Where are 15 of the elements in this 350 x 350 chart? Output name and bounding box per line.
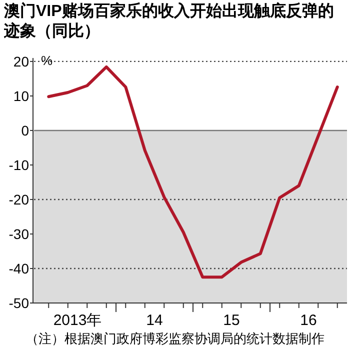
line-series [47,65,339,279]
y-tick-label: -50 [8,295,30,311]
y-tick-label: -40 [8,260,30,276]
y-tick-label: 20 [13,53,30,70]
text: 15 [223,312,240,329]
text: 2013年 [53,312,102,329]
text: 14 [146,312,163,329]
y-tick-label: 0 [21,122,30,138]
y-axis-title: % [41,53,53,68]
text: 16 [300,312,317,329]
text: （注）根据澳门政府博彩监察协调局的统计数据制作 [26,331,324,346]
y-tick-label: -30 [8,226,30,242]
y-tick-label: 10 [13,88,30,104]
y-tick-label: -10 [8,156,30,173]
y-tick-label: -20 [8,191,30,208]
